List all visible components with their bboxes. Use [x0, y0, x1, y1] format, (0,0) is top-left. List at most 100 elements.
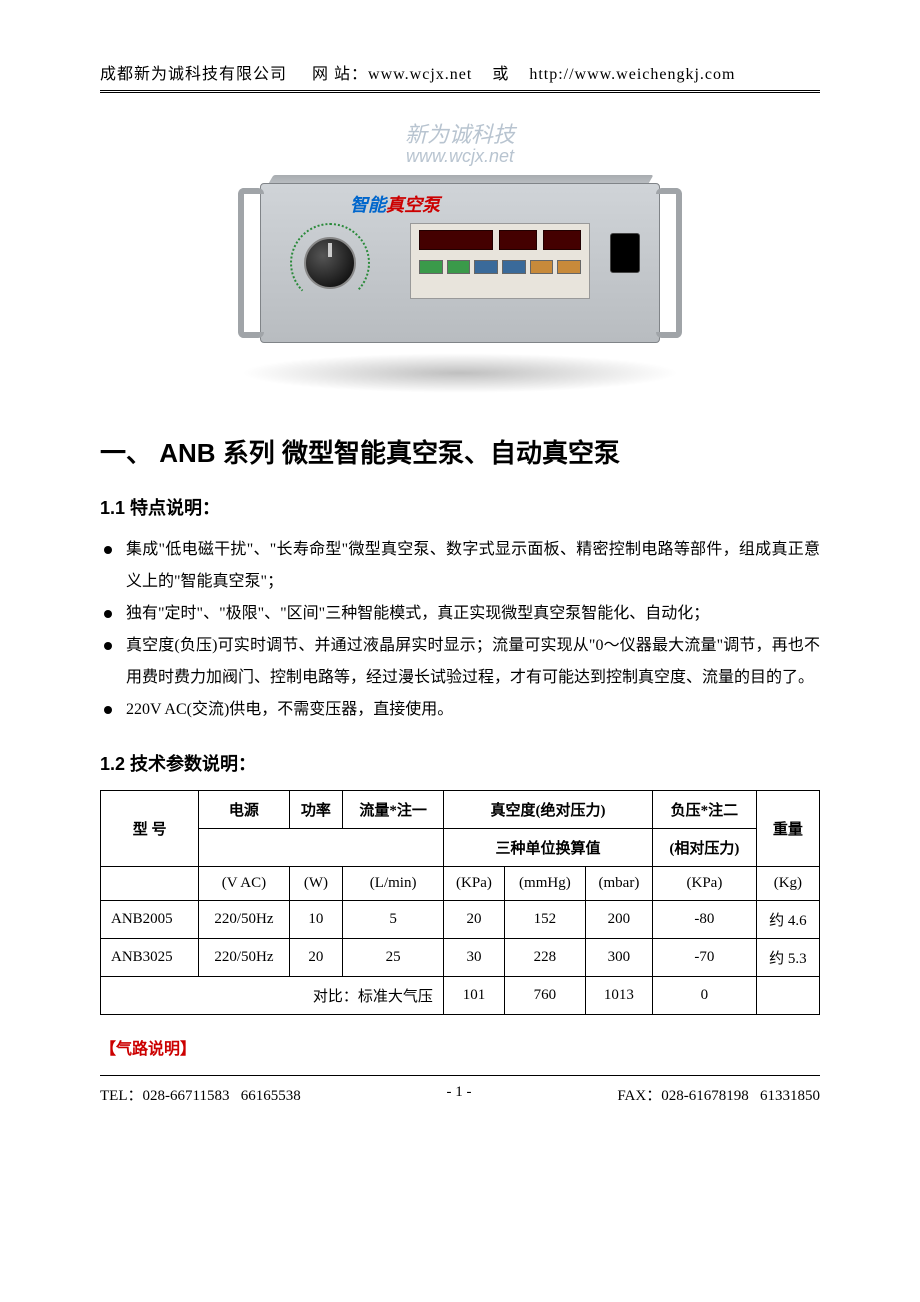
- feature-list: 集成"低电磁干扰"、"长寿命型"微型真空泵、数字式显示面板、精密控制电路等部件，…: [100, 534, 820, 726]
- cell-mbar: 300: [585, 939, 652, 977]
- airpath-heading: 【气路说明】: [100, 1035, 820, 1059]
- unit-blank: [101, 867, 199, 901]
- cell-kg: 约 4.6: [756, 901, 819, 939]
- unit-kpa2: (KPa): [653, 867, 757, 901]
- cell-mmhg: 228: [504, 939, 585, 977]
- th-vacuum: 真空度(绝对压力): [443, 791, 652, 829]
- compare-kg: [756, 977, 819, 1015]
- panel-button-row: [411, 256, 589, 278]
- spec-table: 型 号 电源 功率 流量*注一 真空度(绝对压力) 负压*注二 重量 三种单位换…: [100, 790, 820, 1015]
- cell-w: 10: [289, 901, 343, 939]
- th-power: 电源: [199, 791, 289, 829]
- section-title: 一、 ANB 系列 微型智能真空泵、自动真空泵: [100, 433, 820, 470]
- fax-1: 028-61678198: [661, 1088, 749, 1104]
- panel-label: 智能真空泵: [350, 191, 440, 217]
- watermark-text: 新为诚科技 www.wcjx.net: [405, 123, 515, 167]
- compare-mbar: 1013: [585, 977, 652, 1015]
- cell-kpa: 30: [443, 939, 504, 977]
- footer-fax: FAX：028-61678198 61331850: [617, 1084, 820, 1105]
- device-illustration: 新为诚科技 www.wcjx.net 智能真空泵: [220, 133, 700, 393]
- th-vacuum-2: 三种单位换算值: [443, 829, 652, 867]
- compare-neg: 0: [653, 977, 757, 1015]
- cell-model: ANB2005: [101, 901, 199, 939]
- led-row: [411, 224, 589, 256]
- cell-neg: -80: [653, 901, 757, 939]
- cell-kg: 约 5.3: [756, 939, 819, 977]
- feature-item: 独有"定时"、"极限"、"区间"三种智能模式，真正实现微型真空泵智能化、自动化；: [100, 598, 820, 630]
- display-panel: [410, 223, 590, 299]
- panel-label-red: 真空泵: [386, 195, 440, 215]
- device-shadow: [240, 353, 680, 393]
- unit-mmhg: (mmHg): [504, 867, 585, 901]
- knob-icon: [304, 237, 356, 289]
- table-row: ANB3025 220/50Hz 20 25 30 228 300 -70 约 …: [101, 939, 820, 977]
- cell-mmhg: 152: [504, 901, 585, 939]
- knob-area: [290, 223, 370, 303]
- panel-btn-6: [557, 260, 581, 274]
- watermark-line2: www.wcjx.net: [405, 147, 515, 167]
- led-display-3: [543, 230, 581, 250]
- feature-item: 220V AC(交流)供电，不需变压器，直接使用。: [100, 694, 820, 726]
- subsection-1-1: 1.1 特点说明：: [100, 494, 820, 520]
- subsection-1-2: 1.2 技术参数说明：: [100, 750, 820, 776]
- table-header-row-2: 三种单位换算值 (相对压力): [101, 829, 820, 867]
- panel-btn-4: [502, 260, 526, 274]
- site-label: 网 站：: [312, 66, 368, 83]
- unit-mbar: (mbar): [585, 867, 652, 901]
- page-footer: TEL：028-66711583 66165538 - 1 - FAX：028-…: [100, 1075, 820, 1105]
- compare-kpa: 101: [443, 977, 504, 1015]
- th-watt: 功率: [289, 791, 343, 829]
- th-weight: 重量: [756, 791, 819, 867]
- panel-btn-3: [474, 260, 498, 274]
- cell-kpa: 20: [443, 901, 504, 939]
- cell-lmin: 25: [343, 939, 444, 977]
- feature-item: 真空度(负压)可实时调节、并通过液晶屏实时显示；流量可实现从"0～仪器最大流量"…: [100, 630, 820, 694]
- tel-label: TEL：: [100, 1088, 143, 1104]
- th-flow: 流量*注一: [343, 791, 444, 829]
- table-compare-row: 对比：标准大气压 101 760 1013 0: [101, 977, 820, 1015]
- site-url-1: www.wcjx.net: [368, 66, 472, 83]
- tel-1: 028-66711583: [143, 1088, 230, 1104]
- unit-vac: (V AC): [199, 867, 289, 901]
- table-header-row-1: 型 号 电源 功率 流量*注一 真空度(绝对压力) 负压*注二 重量: [101, 791, 820, 829]
- handle-left: [238, 188, 264, 338]
- cell-neg: -70: [653, 939, 757, 977]
- cell-model: ANB3025: [101, 939, 199, 977]
- cell-w: 20: [289, 939, 343, 977]
- unit-kg: (Kg): [756, 867, 819, 901]
- page-number: - 1 -: [447, 1084, 472, 1105]
- led-display-2: [499, 230, 537, 250]
- table-unit-row: (V AC) (W) (L/min) (KPa) (mmHg) (mbar) (…: [101, 867, 820, 901]
- or-text: 或: [492, 66, 509, 83]
- panel-btn-2: [447, 260, 471, 274]
- th-model: 型 号: [101, 791, 199, 867]
- company-name: 成都新为诚科技有限公司: [100, 66, 287, 83]
- footer-tel: TEL：028-66711583 66165538: [100, 1084, 301, 1105]
- panel-btn-1: [419, 260, 443, 274]
- power-switch-icon: [610, 233, 640, 273]
- tel-2: 66165538: [241, 1088, 301, 1104]
- cell-lmin: 5: [343, 901, 444, 939]
- unit-w: (W): [289, 867, 343, 901]
- unit-kpa: (KPa): [443, 867, 504, 901]
- led-display-1: [419, 230, 493, 250]
- watermark-line1: 新为诚科技: [405, 123, 515, 147]
- cell-mbar: 200: [585, 901, 652, 939]
- fax-2: 61331850: [760, 1088, 820, 1104]
- product-image-region: 新为诚科技 www.wcjx.net 智能真空泵: [100, 133, 820, 393]
- cell-vac: 220/50Hz: [199, 901, 289, 939]
- th-neg: 负压*注二: [653, 791, 757, 829]
- feature-item: 集成"低电磁干扰"、"长寿命型"微型真空泵、数字式显示面板、精密控制电路等部件，…: [100, 534, 820, 598]
- handle-right: [656, 188, 682, 338]
- unit-lmin: (L/min): [343, 867, 444, 901]
- panel-label-blue: 智能: [350, 195, 386, 215]
- compare-mmhg: 760: [504, 977, 585, 1015]
- panel-btn-5: [530, 260, 554, 274]
- th-vacuum-line1: 真空度(绝对压力): [450, 799, 646, 820]
- th-neg-2: (相对压力): [653, 829, 757, 867]
- fax-label: FAX：: [617, 1088, 661, 1104]
- cell-vac: 220/50Hz: [199, 939, 289, 977]
- table-row: ANB2005 220/50Hz 10 5 20 152 200 -80 约 4…: [101, 901, 820, 939]
- site-url-2: http://www.weichengkj.com: [529, 66, 735, 83]
- th-blank: [199, 829, 444, 867]
